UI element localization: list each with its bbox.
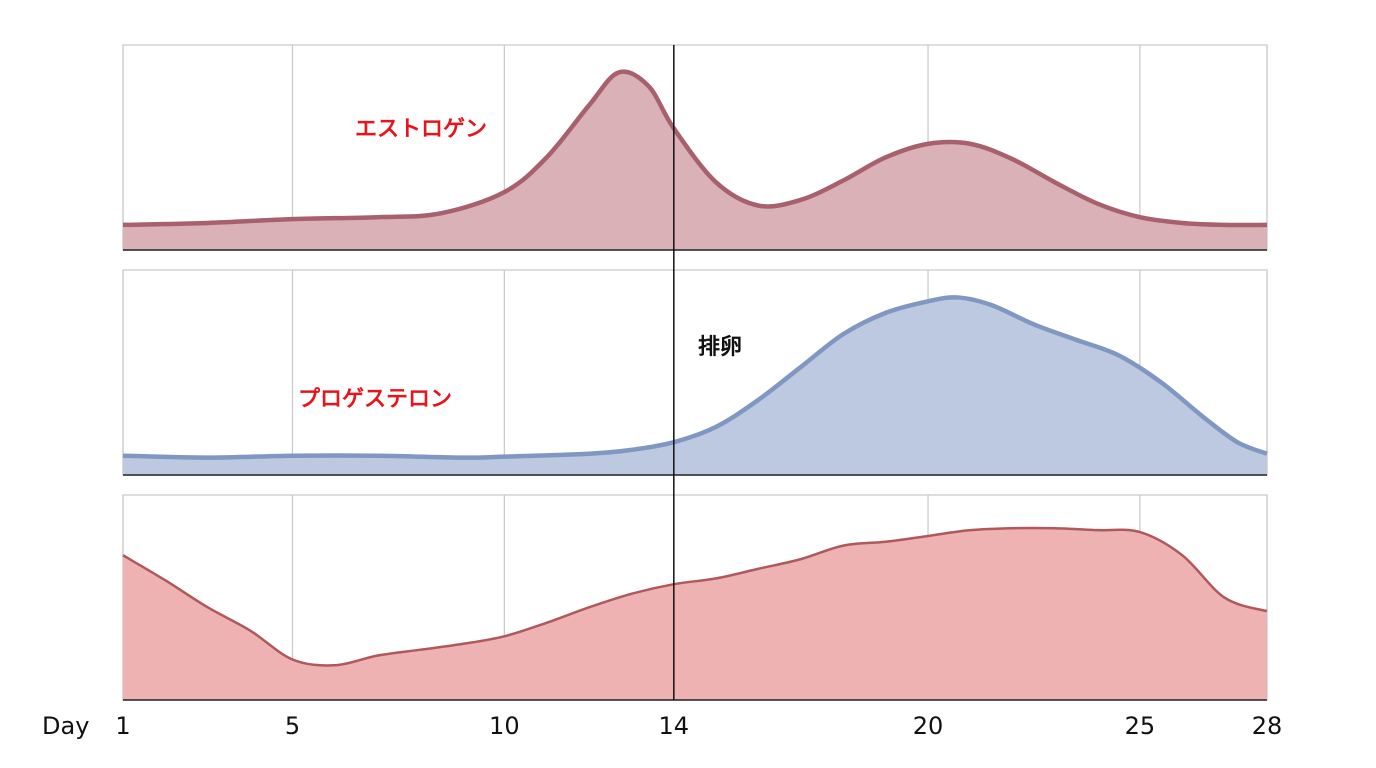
area-fill: [123, 297, 1267, 475]
x-tick-label: 14: [659, 712, 690, 740]
series-label: エストロゲン: [355, 117, 487, 142]
area-fill: [123, 527, 1267, 700]
series-line: [122, 69, 1268, 228]
series-line: [122, 295, 1268, 460]
x-tick-label: 20: [913, 712, 944, 740]
series-line: [122, 526, 1268, 667]
x-tick-label: 28: [1252, 712, 1283, 740]
x-axis-label: Day: [42, 712, 89, 740]
ovulation-label: 排卵: [698, 335, 742, 360]
x-tick-label: 10: [489, 712, 520, 740]
x-tick-label: 25: [1125, 712, 1156, 740]
x-tick-label: 5: [285, 712, 300, 740]
x-tick-label: 1: [115, 712, 130, 740]
series-label: プロゲステロン: [298, 387, 452, 412]
